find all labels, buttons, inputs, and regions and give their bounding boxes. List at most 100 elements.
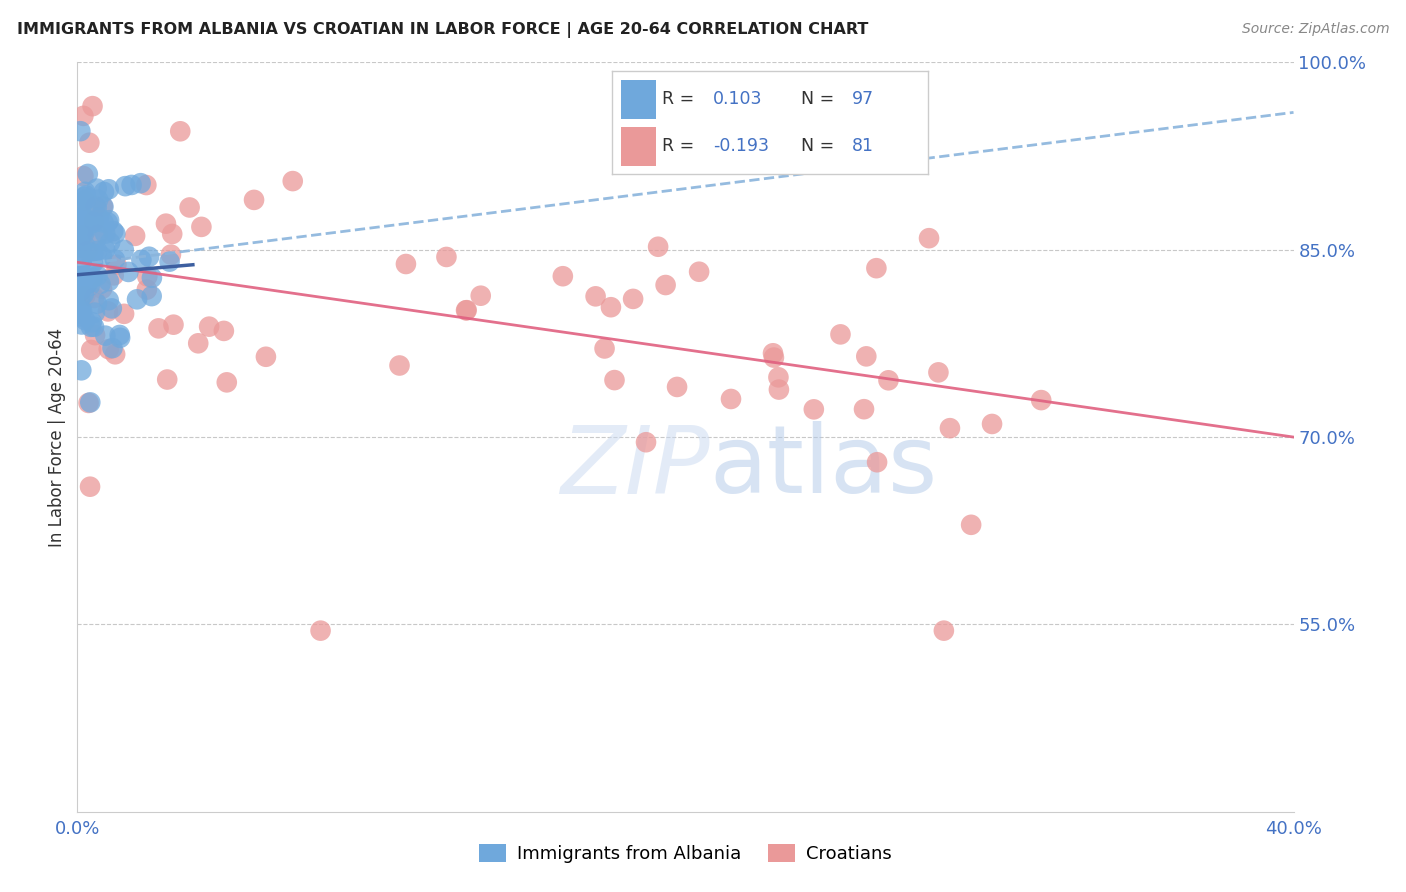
Point [75, 289, 97, 303]
Point [121, 178, 143, 192]
Point [101, 341, 124, 355]
Point [73, 287, 96, 301]
Point [865, 261, 887, 276]
Point [70, 256, 93, 270]
Point [600, 300, 623, 314]
Point [243, 193, 266, 207]
Point [97, 342, 120, 356]
Point [75, 188, 97, 202]
Point [73, 185, 96, 199]
Point [76, 244, 98, 258]
Point [72, 169, 94, 183]
Point [103, 268, 125, 283]
Point [69, 202, 91, 217]
Point [79, 480, 101, 494]
Text: R =: R = [662, 137, 695, 155]
Point [83, 305, 105, 319]
Point [114, 179, 136, 194]
Point [69, 307, 91, 321]
Point [70, 363, 93, 377]
Point [803, 402, 825, 417]
Point [75, 224, 97, 238]
Text: -0.193: -0.193 [713, 137, 769, 155]
Point [135, 178, 157, 192]
Point [70, 241, 93, 255]
Point [768, 383, 790, 397]
Point [69, 310, 91, 324]
Point [82, 99, 104, 113]
Point [830, 327, 852, 342]
Text: 0.103: 0.103 [713, 90, 762, 108]
Point [155, 217, 177, 231]
Point [75, 239, 97, 253]
Point [83, 215, 105, 229]
Point [80, 343, 103, 357]
Point [69, 277, 91, 291]
Point [138, 250, 160, 264]
Point [82, 271, 104, 285]
Point [762, 346, 785, 360]
Point [86, 268, 108, 283]
Point [436, 250, 458, 264]
Point [77, 396, 100, 410]
Point [82, 246, 104, 260]
Point [84, 199, 107, 213]
Point [72, 196, 94, 211]
Point [136, 269, 159, 284]
Text: Source: ZipAtlas.com: Source: ZipAtlas.com [1241, 22, 1389, 37]
Point [82, 215, 104, 229]
Point [69, 285, 91, 300]
Point [169, 124, 191, 138]
Point [97, 215, 120, 229]
Point [198, 319, 221, 334]
Point [98, 213, 121, 227]
Point [76, 274, 98, 288]
Point [98, 235, 121, 250]
Point [124, 228, 146, 243]
Point [69, 268, 91, 283]
Point [212, 324, 235, 338]
Point [79, 395, 101, 409]
Point [388, 359, 411, 373]
Point [101, 301, 124, 316]
Point [97, 304, 120, 318]
Text: IMMIGRANTS FROM ALBANIA VS CROATIAN IN LABOR FORCE | AGE 20-64 CORRELATION CHART: IMMIGRANTS FROM ALBANIA VS CROATIAN IN L… [17, 22, 869, 38]
Point [73, 211, 96, 225]
Point [69, 229, 91, 244]
Point [69, 302, 91, 317]
Point [86, 296, 108, 310]
Point [69, 266, 91, 280]
Y-axis label: In Labor Force | Age 20-64: In Labor Force | Age 20-64 [48, 327, 66, 547]
Point [94, 227, 117, 241]
Point [932, 624, 955, 638]
Point [187, 336, 209, 351]
Point [94, 243, 117, 257]
Point [75, 193, 97, 207]
Point [768, 370, 790, 384]
Point [603, 373, 626, 387]
Point [125, 293, 148, 307]
Point [156, 372, 179, 386]
Point [73, 190, 96, 204]
Text: ZIP: ZIP [560, 422, 710, 513]
Point [70, 318, 93, 332]
Point [72, 228, 94, 243]
Point [69, 303, 91, 318]
Text: R =: R = [662, 90, 695, 108]
Point [454, 303, 477, 318]
Point [103, 224, 125, 238]
Point [129, 176, 152, 190]
Point [70, 253, 93, 268]
Point [69, 276, 91, 290]
Point [470, 289, 492, 303]
Point [179, 201, 201, 215]
Point [281, 174, 304, 188]
Point [90, 249, 112, 263]
Point [108, 331, 131, 345]
Point [69, 283, 91, 297]
Point [73, 223, 96, 237]
Point [112, 307, 135, 321]
Point [981, 417, 1004, 431]
Point [254, 350, 277, 364]
Point [654, 278, 676, 293]
